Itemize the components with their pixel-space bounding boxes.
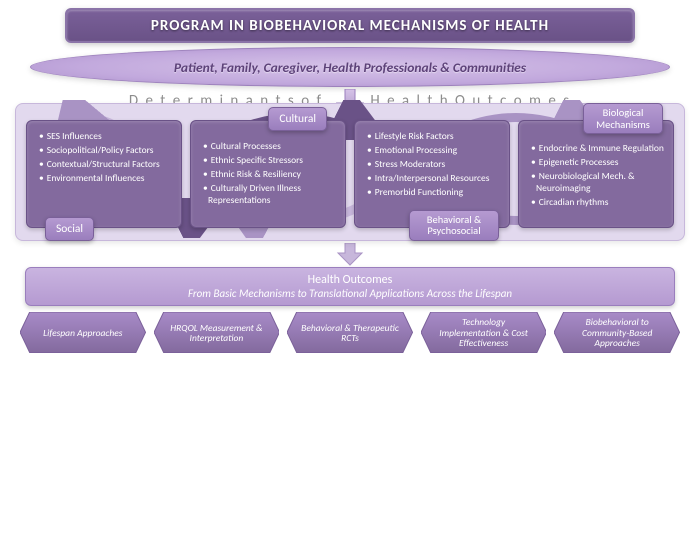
outcomes-box: Health Outcomes From Basic Mechanisms to… (25, 267, 675, 306)
list-item: Endocrine & Immune Regulation (531, 143, 665, 155)
box-cultural: Cultural Cultural Processes Ethnic Speci… (190, 120, 346, 228)
list-item: Neurobiological Mech. & Neuroimaging (531, 171, 665, 195)
list-item: Stress Moderators (367, 159, 501, 171)
determinant-boxes: SES Influences Sociopolitical/Policy Fac… (26, 120, 674, 228)
pill-rcts: Behavioral & Therapeutic RCTs (287, 312, 413, 354)
list-item: Environmental Influences (39, 173, 173, 185)
title-text: PROGRAM IN BIOBEHAVIORAL MECHANISMS OF H… (151, 17, 549, 35)
pill-technology: Technology Implementation & Cost Effecti… (421, 312, 547, 354)
tag-cultural: Cultural (268, 107, 327, 131)
pill-label: Technology Implementation & Cost Effecti… (421, 317, 547, 348)
pill-label: Behavioral & Therapeutic RCTs (287, 323, 413, 344)
determinants-panel: SES Influences Sociopolitical/Policy Fac… (15, 103, 685, 241)
list-item: Cultural Processes (203, 141, 337, 153)
list-item: Lifestyle Risk Factors (367, 131, 501, 143)
list-item: Emotional Processing (367, 145, 501, 157)
list-item: Ethnic Specific Stressors (203, 155, 337, 167)
pill-hrqol: HRQOL Measurement & Interpretation (154, 312, 280, 354)
pill-label: Lifespan Approaches (33, 328, 132, 338)
ellipse-text: Patient, Family, Caregiver, Health Profe… (174, 59, 526, 76)
list-item: SES Influences (39, 131, 173, 143)
list-item: Sociopolitical/Policy Factors (39, 145, 173, 157)
box-social: SES Influences Sociopolitical/Policy Fac… (26, 120, 182, 228)
box-biological: Biological Mechanisms Endocrine & Immune… (518, 120, 674, 228)
bottom-pill-row: Lifespan Approaches HRQOL Measurement & … (20, 312, 680, 354)
pill-community: Biobehavioral to Community-Based Approac… (554, 312, 680, 354)
outcomes-title: Health Outcomes (34, 273, 666, 287)
list-item: Epigenetic Processes (531, 157, 665, 169)
box-behavioral: Lifestyle Risk Factors Emotional Process… (354, 120, 510, 228)
list-item: Premorbid Functioning (367, 187, 501, 199)
arrow-to-outcomes-icon (335, 243, 365, 267)
list-item: Ethnic Risk & Resiliency (203, 169, 337, 181)
tag-behavioral: Behavioral & Psychosocial (409, 210, 499, 241)
pill-lifespan: Lifespan Approaches (20, 312, 146, 354)
outcomes-subtitle: From Basic Mechanisms to Translational A… (34, 287, 666, 300)
stakeholder-ellipse: Patient, Family, Caregiver, Health Profe… (30, 47, 670, 87)
pill-label: Biobehavioral to Community-Based Approac… (554, 317, 680, 348)
list-item: Contextual/Structural Factors (39, 159, 173, 171)
list-item: Culturally Driven Illness Representation… (203, 183, 337, 207)
list-item: Intra/Interpersonal Resources (367, 173, 501, 185)
title-banner: PROGRAM IN BIOBEHAVIORAL MECHANISMS OF H… (65, 8, 635, 43)
pill-label: HRQOL Measurement & Interpretation (154, 323, 280, 344)
tag-biological: Biological Mechanisms (583, 103, 663, 134)
list-item: Circadian rhythms (531, 197, 665, 209)
tag-social: Social (45, 217, 94, 241)
